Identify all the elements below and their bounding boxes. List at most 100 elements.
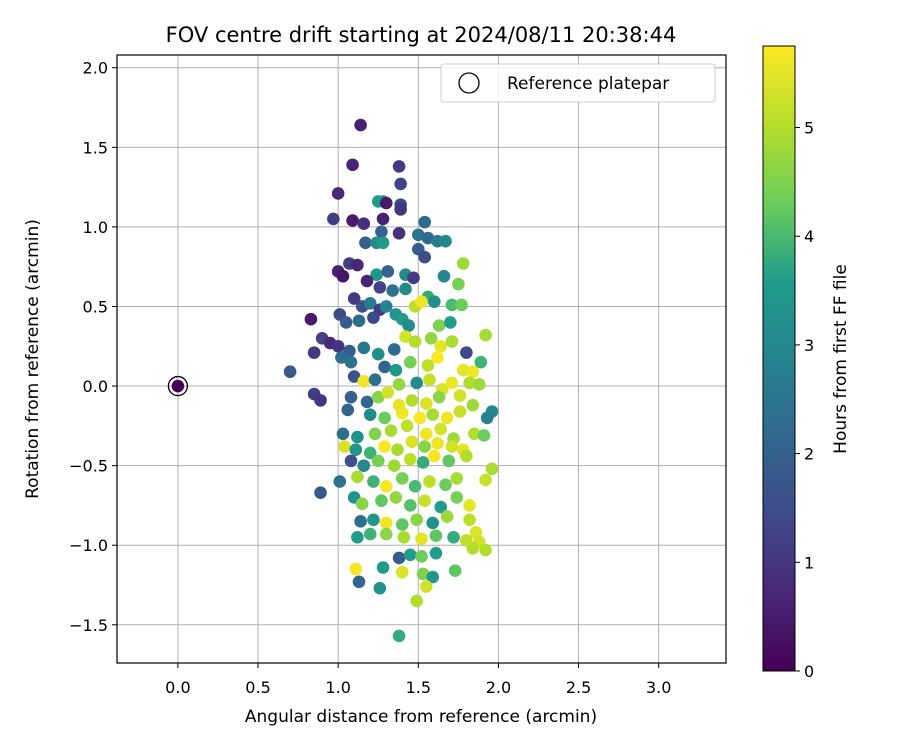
colorbar-tick-label: 5 — [804, 119, 814, 138]
data-point — [393, 630, 406, 643]
data-point — [374, 582, 387, 595]
data-point — [426, 517, 439, 530]
data-point — [284, 365, 297, 378]
x-tick-label: 1.5 — [406, 678, 431, 697]
data-point — [399, 283, 412, 296]
data-point — [351, 259, 364, 272]
x-tick-label: 1.0 — [325, 678, 350, 697]
data-point — [479, 474, 492, 487]
data-point — [457, 257, 470, 270]
data-point — [393, 160, 406, 173]
data-point — [446, 335, 459, 348]
data-point — [372, 455, 385, 468]
y-tick-label: −0.5 — [69, 457, 108, 476]
data-point — [414, 412, 427, 425]
x-tick-label: 3.0 — [646, 678, 671, 697]
data-point — [351, 431, 364, 444]
y-axis-ticks: −1.5 −1.0 −0.5 0.0 0.5 1.0 1.5 2.0 — [69, 59, 117, 635]
data-point — [314, 486, 327, 499]
x-axis-ticks: 0.0 0.5 1.0 1.5 2.0 2.5 3.0 — [165, 663, 671, 697]
colorbar-ticks: 0 1 2 3 4 5 — [795, 119, 814, 681]
chart-title: FOV centre drift starting at 2024/08/11 … — [166, 23, 677, 47]
data-point — [377, 213, 390, 226]
data-point — [441, 412, 454, 425]
y-tick-label: −1.0 — [69, 536, 108, 555]
x-tick-label: 2.0 — [486, 678, 511, 697]
colorbar: 012345 Hours from first FF file — [763, 46, 851, 681]
x-axis-label: Angular distance from reference (arcmin) — [245, 707, 597, 727]
data-point — [430, 547, 443, 560]
data-point — [346, 214, 359, 227]
data-point — [415, 550, 428, 563]
data-point — [404, 548, 417, 561]
data-point — [466, 399, 479, 412]
data-point — [358, 459, 371, 472]
data-point — [332, 187, 345, 200]
data-point — [450, 491, 463, 504]
data-point — [380, 528, 393, 541]
data-point — [388, 343, 401, 356]
data-point — [454, 405, 467, 418]
data-point — [386, 284, 399, 297]
data-point — [415, 533, 428, 546]
data-points — [172, 119, 499, 643]
y-tick-label: 2.0 — [83, 59, 108, 78]
data-point — [396, 566, 409, 579]
data-point — [378, 440, 391, 453]
data-point — [394, 178, 407, 191]
data-point — [332, 340, 345, 353]
legend: Reference platepar — [441, 64, 715, 102]
colorbar-label: Hours from first FF file — [831, 264, 851, 454]
data-point — [398, 531, 411, 544]
data-point — [431, 351, 444, 364]
data-point — [393, 552, 406, 565]
data-point — [420, 397, 433, 410]
data-point — [449, 564, 462, 577]
data-point — [354, 119, 367, 132]
data-point — [380, 197, 393, 210]
data-point — [349, 563, 362, 576]
data-point — [359, 237, 372, 250]
data-point — [396, 518, 409, 531]
data-point — [441, 510, 454, 523]
data-point — [353, 315, 366, 328]
data-point — [423, 475, 436, 488]
data-point — [431, 437, 444, 450]
x-tick-label: 0.5 — [245, 678, 270, 697]
data-point — [385, 424, 398, 437]
legend-label-reference: Reference platepar — [507, 74, 669, 94]
data-point — [340, 316, 353, 329]
data-point — [345, 455, 358, 468]
data-point — [446, 377, 459, 390]
data-point — [478, 429, 491, 442]
data-point — [410, 595, 423, 608]
data-point — [460, 450, 473, 463]
data-point — [407, 272, 420, 285]
data-point — [442, 455, 455, 468]
data-point — [358, 217, 371, 230]
data-point — [439, 478, 452, 491]
data-point — [434, 423, 447, 436]
data-point — [390, 491, 403, 504]
data-point — [349, 443, 362, 456]
y-axis-label: Rotation from reference (arcmin) — [23, 219, 43, 499]
data-point — [364, 528, 377, 541]
data-point — [473, 378, 486, 391]
data-point — [463, 513, 476, 526]
data-point — [361, 275, 374, 288]
data-point — [404, 453, 417, 466]
data-point — [172, 380, 185, 393]
data-point — [444, 316, 457, 329]
data-point — [409, 335, 422, 348]
data-point — [308, 346, 321, 359]
data-point — [361, 396, 374, 409]
y-tick-label: 1.0 — [83, 218, 108, 237]
data-point — [420, 428, 433, 441]
colorbar-tick-label: 1 — [804, 553, 814, 572]
data-point — [341, 404, 354, 417]
data-point — [382, 386, 395, 399]
data-point — [369, 373, 382, 386]
data-point — [333, 475, 346, 488]
data-point — [337, 270, 350, 283]
data-point — [372, 348, 385, 361]
